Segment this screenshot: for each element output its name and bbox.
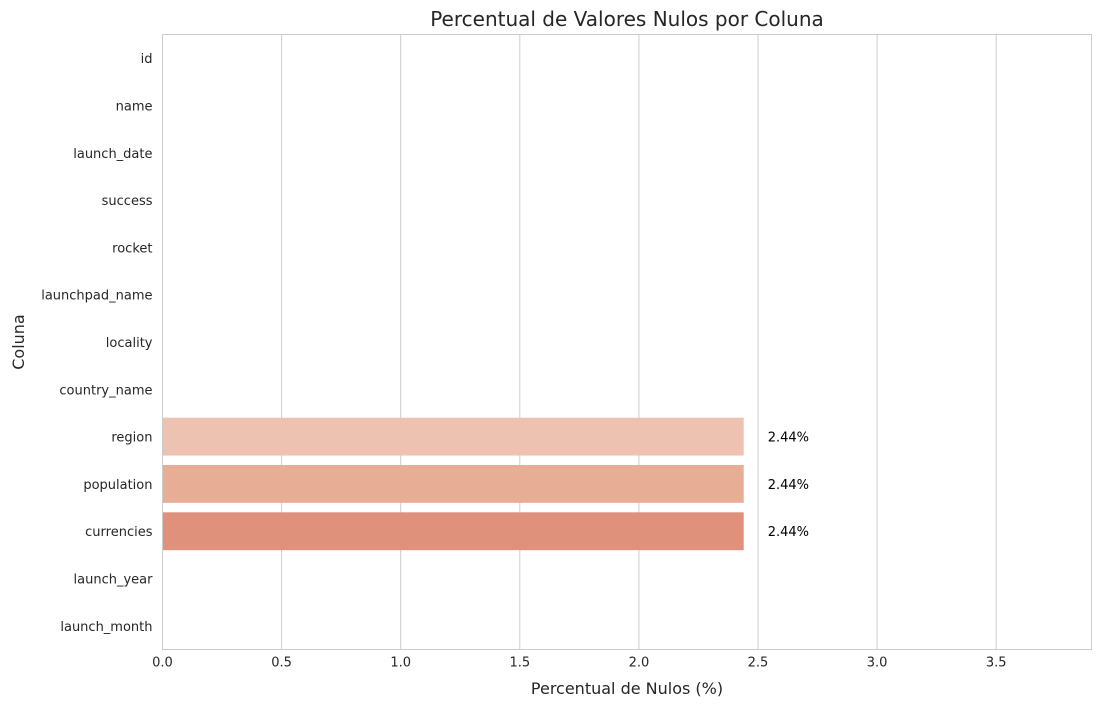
y-tick-label: launch_month: [60, 620, 152, 635]
bars: [162, 417, 744, 551]
chart-title: Percentual de Valores Nulos por Coluna: [430, 7, 824, 31]
bar-region: [162, 417, 744, 456]
bar-currencies: [162, 512, 744, 551]
gridlines: [162, 34, 997, 650]
x-tick-labels: 0.0 0.5 1.0 1.5 2.0 2.5 3.0 3.5: [152, 656, 1006, 671]
x-tick-label: 1.5: [509, 656, 530, 671]
x-tick-label: 3.0: [867, 656, 888, 671]
x-tick-label: 2.0: [629, 656, 650, 671]
y-tick-label: region: [111, 431, 152, 446]
y-tick-label: population: [83, 478, 152, 493]
y-tick-label: launchpad_name: [41, 289, 152, 304]
x-tick-label: 0.0: [152, 656, 173, 671]
y-tick-label: locality: [106, 336, 153, 351]
x-tick-label: 1.0: [390, 656, 411, 671]
y-tick-label: id: [141, 52, 153, 67]
bar-population: [162, 465, 744, 503]
data-label-currencies: 2.44%: [768, 525, 809, 540]
data-label-region: 2.44%: [768, 431, 809, 446]
plot-frame: [162, 34, 1092, 650]
y-tick-label: currencies: [85, 525, 153, 540]
x-tick-label: 3.5: [986, 656, 1007, 671]
x-axis-title: Percentual de Nulos (%): [531, 679, 723, 698]
y-tick-label: country_name: [59, 383, 152, 398]
y-tick-label: rocket: [112, 241, 152, 256]
data-label-population: 2.44%: [768, 478, 809, 493]
x-tick-label: 0.5: [271, 656, 292, 671]
y-tick-label: launch_year: [74, 573, 154, 588]
x-tick-label: 2.5: [748, 656, 769, 671]
data-labels: 2.44% 2.44% 2.44%: [768, 431, 809, 541]
y-tick-label: name: [116, 99, 153, 114]
y-tick-label: launch_date: [73, 147, 152, 162]
y-tick-label: success: [102, 194, 153, 209]
y-axis-title: Coluna: [9, 314, 28, 370]
